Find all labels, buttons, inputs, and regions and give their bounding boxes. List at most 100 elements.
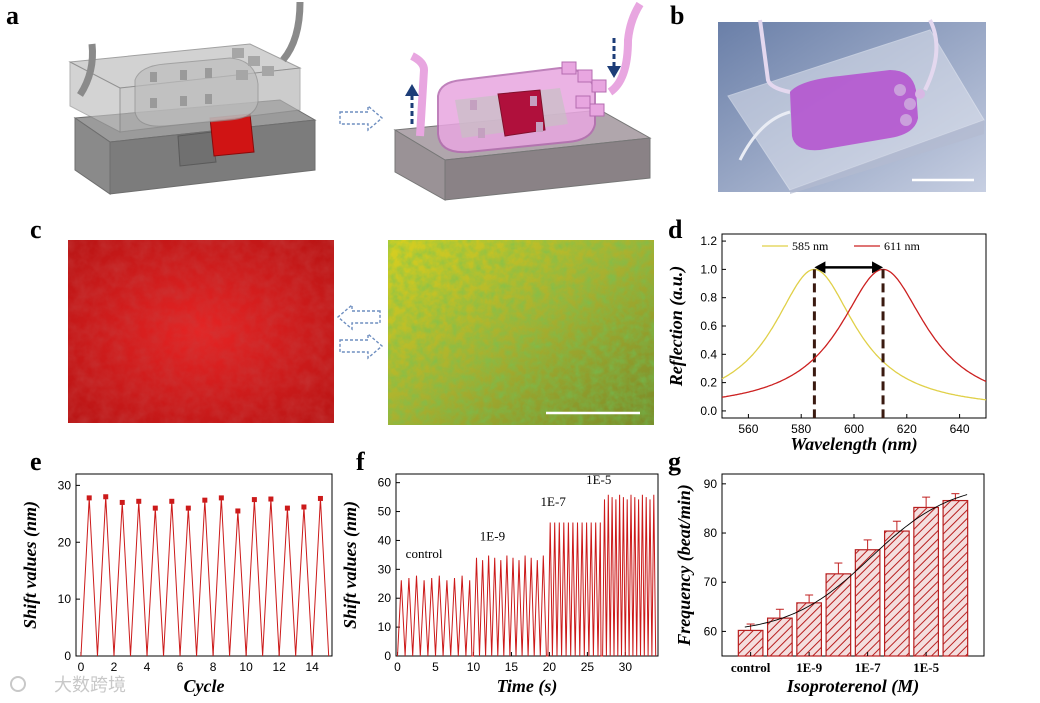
bar — [766, 617, 793, 657]
x-tick-label: 20 — [543, 660, 557, 674]
data-point — [169, 498, 175, 504]
y-tick-label: 20 — [58, 535, 72, 549]
y-tick-label: 0.4 — [700, 347, 717, 361]
x-tick-label: 600 — [844, 422, 864, 436]
x-tick-label: 12 — [272, 660, 286, 674]
y-axis-title: Shift values (nm) — [20, 501, 41, 629]
y-tick-label: 0.0 — [700, 404, 717, 418]
x-tick-label: 6 — [177, 660, 184, 674]
y-tick-label: 40 — [378, 533, 392, 547]
y-tick-label: 30 — [378, 562, 392, 576]
plot-frame — [721, 233, 987, 419]
series-line-2 — [721, 268, 987, 398]
data-point — [317, 495, 323, 501]
annotation-label: control — [406, 546, 443, 561]
bar — [854, 549, 881, 657]
data-point — [86, 495, 92, 501]
watermark-logo-icon — [10, 676, 26, 692]
bar — [913, 506, 940, 657]
shift-arrowhead-right — [872, 261, 884, 274]
data-point — [268, 496, 274, 502]
device-schematic-left — [68, 1, 317, 195]
y-tick-label: 0.6 — [700, 319, 717, 333]
y-tick-label: 0.2 — [700, 376, 717, 390]
annotation-label: 1E-9 — [480, 528, 505, 543]
y-tick-label: 1.2 — [700, 234, 717, 248]
x-tick-label: 1E-9 — [796, 660, 823, 675]
device-photo — [718, 19, 986, 194]
series-line — [80, 496, 330, 657]
panel-label-c: c — [30, 215, 42, 244]
y-tick-label: 10 — [58, 592, 72, 606]
y-axis-title: Reflection (a.u.) — [666, 266, 687, 387]
x-axis-title: Isoproterenol (M) — [786, 676, 920, 697]
x-tick-label: 580 — [791, 422, 811, 436]
x-axis-title: Time (s) — [497, 676, 558, 697]
watermark: 大数跨境 — [10, 675, 126, 696]
x-tick-label: 0 — [78, 660, 85, 674]
data-point — [284, 505, 290, 511]
panel-label-f: f — [356, 447, 365, 476]
panel-label-e: e — [30, 447, 42, 476]
legend-label: 585 nm — [792, 239, 829, 253]
legend-label: 611 nm — [884, 239, 921, 253]
data-point — [103, 494, 109, 500]
data-point — [301, 504, 307, 510]
x-axis-title: Cycle — [184, 676, 225, 696]
y-tick-label: 1.0 — [700, 262, 717, 276]
annotation-label: 1E-5 — [586, 472, 611, 487]
y-tick-label: 0 — [64, 649, 71, 663]
series-line — [397, 494, 657, 657]
plot-frame — [75, 473, 333, 657]
x-tick-label: 8 — [210, 660, 217, 674]
y-tick-label: 10 — [378, 620, 392, 634]
y-tick-label: 50 — [378, 505, 392, 519]
chart-frequency-vs-isoproterenol: 60 70 80 90 control 1E-9 1E-7 1E-5Isoproterenol… — [674, 473, 985, 697]
panel-label-g: g — [668, 447, 681, 476]
x-tick-label: 25 — [581, 660, 595, 674]
x-tick-label: 640 — [950, 422, 970, 436]
y-tick-label: 80 — [704, 526, 718, 540]
x-tick-label: 30 — [619, 660, 633, 674]
x-tick-label: 620 — [897, 422, 917, 436]
switch-arrows-icon — [336, 303, 384, 360]
data-point — [218, 495, 224, 501]
x-tick-label: 14 — [306, 660, 320, 674]
chart-shift-vs-time: 0 5 10 15 20 25 30 0 10 20 30 40 50 60 Time (s) Shift v… — [340, 472, 659, 697]
x-tick-label: 10 — [467, 660, 481, 674]
bar — [796, 602, 823, 657]
x-axis-title: Wavelength (nm) — [790, 434, 917, 455]
x-tick-label: 10 — [239, 660, 253, 674]
panel-label-b: b — [670, 1, 684, 30]
data-point — [235, 508, 241, 514]
chart-shift-vs-cycle: 0 2 4 6 8 10 12 14 0 10 20 30 Cycle Shift values (nm) — [20, 473, 333, 696]
x-tick-label: 560 — [738, 422, 758, 436]
data-point — [136, 498, 142, 504]
y-tick-label: 60 — [378, 476, 392, 490]
y-tick-label: 20 — [378, 591, 392, 605]
chart-reflection-spectra: 560 580 600 620 640 0.0 0.2 0.4 0.6 0.8 1.0 1.2 Wave… — [666, 233, 987, 455]
x-tick-label: control — [731, 660, 771, 675]
x-tick-label: 1E-5 — [913, 660, 940, 675]
y-axis-title: Shift values (nm) — [340, 501, 361, 629]
y-tick-label: 0 — [384, 649, 391, 663]
device-schematic-right — [393, 1, 652, 201]
annotation-label: 1E-7 — [541, 494, 567, 509]
micrograph-green — [388, 240, 654, 425]
bar — [942, 499, 969, 657]
y-tick-label: 90 — [704, 477, 718, 491]
micrograph-red — [68, 240, 334, 423]
x-tick-label: 2 — [111, 660, 118, 674]
data-point — [251, 497, 257, 503]
plot-frame — [395, 473, 659, 657]
data-point — [202, 497, 208, 503]
series-line-1 — [721, 268, 987, 401]
data-point — [185, 505, 191, 511]
transition-arrow-icon — [339, 104, 384, 132]
shift-arrowhead-left — [814, 261, 826, 274]
plot-frame — [721, 473, 985, 657]
x-tick-label: 4 — [144, 660, 151, 674]
y-tick-label: 30 — [58, 478, 72, 492]
y-tick-label: 0.8 — [700, 291, 717, 305]
